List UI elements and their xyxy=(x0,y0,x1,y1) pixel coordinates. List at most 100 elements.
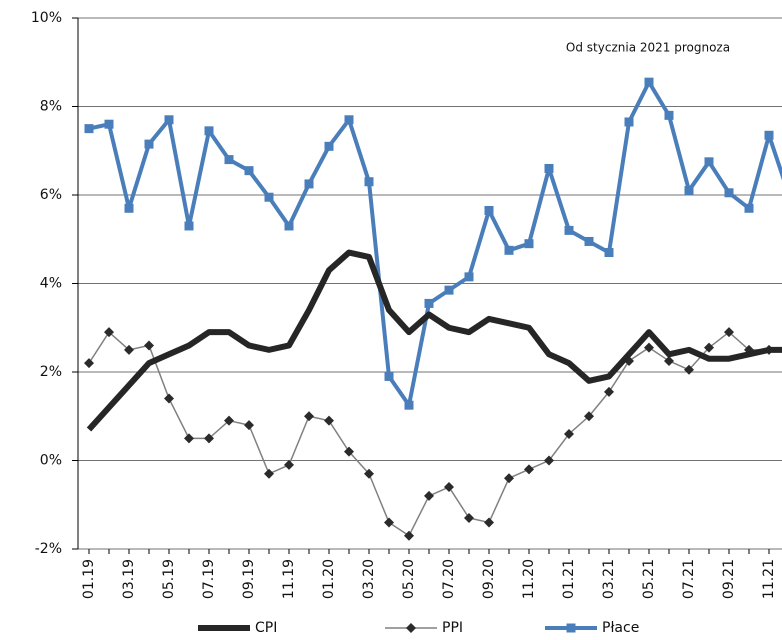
point xyxy=(484,205,494,215)
legend-marker xyxy=(566,623,576,633)
point xyxy=(684,186,694,196)
point xyxy=(444,482,454,493)
point xyxy=(124,203,134,213)
series-line xyxy=(86,249,782,432)
plot-area xyxy=(84,77,782,541)
point xyxy=(364,468,374,479)
y-tick-label: 6% xyxy=(40,187,62,203)
point xyxy=(724,188,734,198)
point xyxy=(184,221,194,231)
y-tick-label: -2% xyxy=(35,541,62,557)
point xyxy=(524,239,534,249)
series-line xyxy=(88,331,782,537)
point xyxy=(144,340,154,351)
x-tick-label: 01.21 xyxy=(561,559,577,599)
legend: CPI PPI Płace xyxy=(198,620,639,636)
legend-label: CPI xyxy=(255,620,277,636)
y-tick-label: 0% xyxy=(40,453,62,469)
point xyxy=(264,468,274,479)
point xyxy=(84,124,94,134)
point xyxy=(504,473,514,484)
x-tick-label: 01.20 xyxy=(321,559,337,599)
point xyxy=(324,415,334,426)
point xyxy=(624,117,634,127)
x-tick-label: 05.21 xyxy=(641,559,657,599)
x-tick-label: 03.20 xyxy=(361,559,377,599)
point xyxy=(704,157,714,167)
point xyxy=(664,110,674,120)
grid: -2% 0% 2% 4% 6% 8% 10% 01.19 03.19 05.19 07.19 09.1… xyxy=(31,10,782,599)
point xyxy=(184,433,194,444)
point xyxy=(144,139,154,149)
point xyxy=(284,221,294,231)
point xyxy=(324,141,334,151)
point xyxy=(104,327,114,338)
y-tick-label: 8% xyxy=(40,99,62,115)
point xyxy=(224,155,234,165)
point xyxy=(564,428,574,439)
point xyxy=(584,411,594,422)
point xyxy=(164,393,174,404)
x-tick-label: 03.19 xyxy=(121,559,137,599)
point xyxy=(204,433,214,444)
x-tick-label: 09.21 xyxy=(721,559,737,599)
point xyxy=(764,130,774,140)
point xyxy=(564,225,574,235)
point xyxy=(504,245,514,255)
point xyxy=(264,192,274,202)
point xyxy=(344,115,354,125)
y-tick-label: 2% xyxy=(40,364,62,380)
x-tick-label: 09.19 xyxy=(241,559,257,599)
point xyxy=(604,248,614,258)
point xyxy=(284,459,294,470)
point xyxy=(344,446,354,457)
series-line xyxy=(88,80,782,408)
x-tick-label: 09.20 xyxy=(481,559,497,599)
point xyxy=(404,530,414,541)
x-tick-label: 07.21 xyxy=(681,559,697,599)
x-tick-label: 05.19 xyxy=(161,559,177,599)
x-tick-label: 07.19 xyxy=(201,559,217,599)
legend-label: PPI xyxy=(442,620,463,636)
point xyxy=(244,420,254,431)
legend-label: Płace xyxy=(602,620,639,636)
point xyxy=(164,115,174,125)
x-tick-label: 05.20 xyxy=(401,559,417,599)
point xyxy=(244,166,254,176)
point xyxy=(524,464,534,475)
point xyxy=(464,513,474,524)
point xyxy=(604,386,614,397)
point xyxy=(304,179,314,189)
x-tick-label: 01.19 xyxy=(81,559,97,599)
point xyxy=(584,236,594,246)
point xyxy=(544,455,554,466)
point xyxy=(684,364,694,375)
legend-marker xyxy=(406,623,416,633)
point xyxy=(404,400,414,410)
point xyxy=(84,358,94,369)
point xyxy=(704,342,714,353)
point xyxy=(364,177,374,187)
point xyxy=(644,342,654,353)
x-tick-label: 11.19 xyxy=(281,559,297,599)
point xyxy=(124,344,134,355)
point xyxy=(724,327,734,338)
point xyxy=(104,119,114,129)
point xyxy=(424,298,434,308)
point xyxy=(384,371,394,381)
annotation: Od stycznia 2021 prognoza xyxy=(566,41,730,55)
point xyxy=(444,285,454,295)
point xyxy=(384,517,394,528)
point xyxy=(304,411,314,422)
point xyxy=(644,77,654,87)
point xyxy=(204,126,214,136)
point xyxy=(224,415,234,426)
point xyxy=(484,517,494,528)
y-tick-label: 4% xyxy=(40,276,62,292)
y-tick-label: 10% xyxy=(31,10,62,26)
point xyxy=(464,272,474,282)
point xyxy=(664,355,674,366)
x-tick-label: 07.20 xyxy=(441,559,457,599)
point xyxy=(544,163,554,173)
